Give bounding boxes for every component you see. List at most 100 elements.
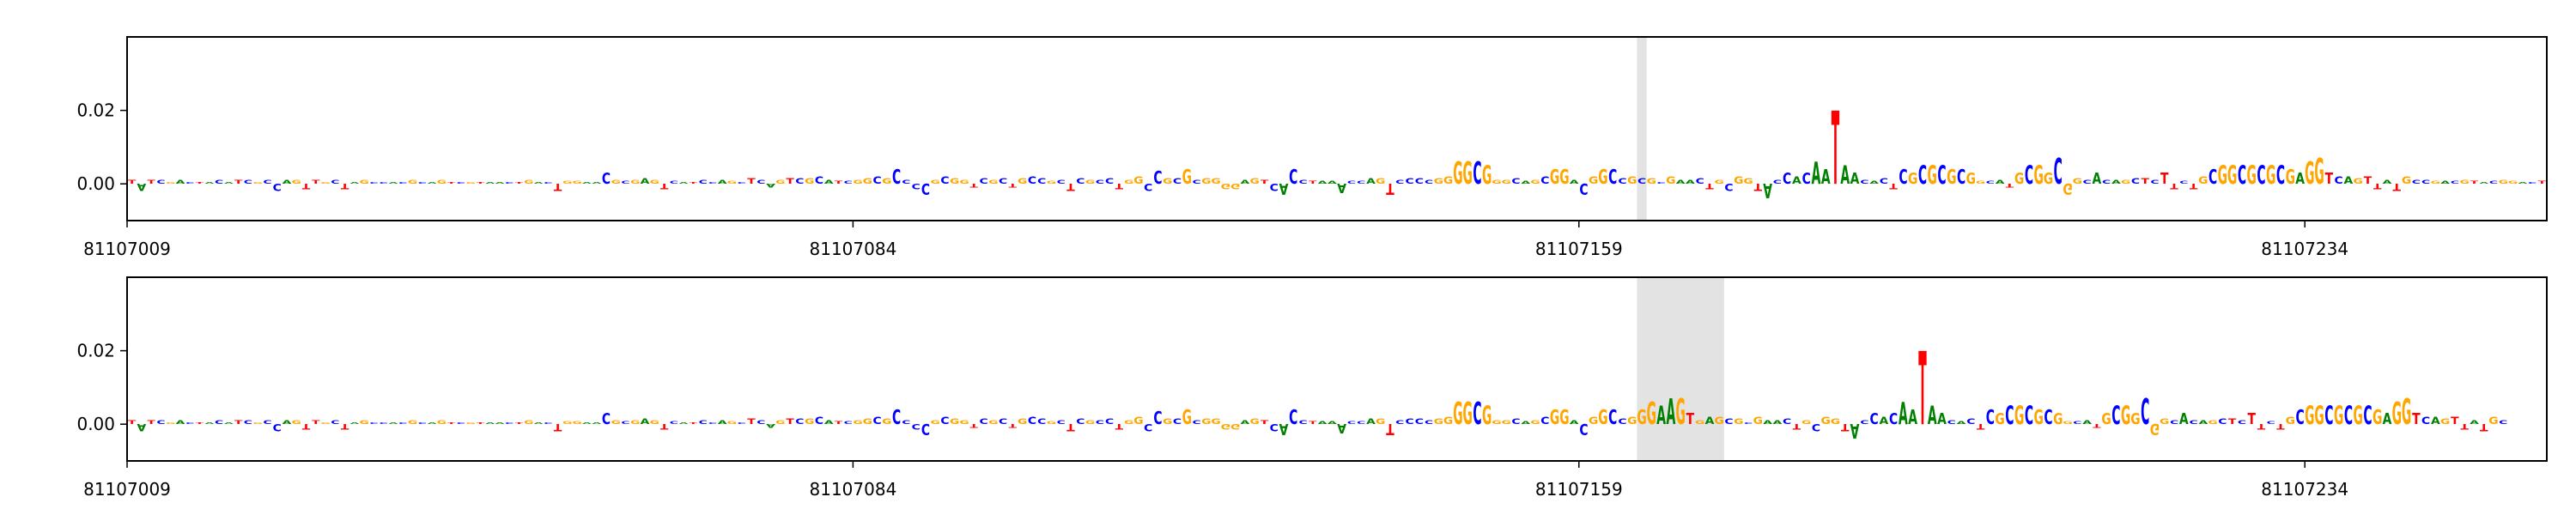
logo-letter: C [1540,415,1549,427]
logo-letter: T [477,422,485,425]
logo-letter: A [1792,175,1801,187]
logo-letter: C [1918,162,1927,191]
logo-letter: A [495,182,505,185]
logo-letter: T [312,179,320,185]
logo-letter: A [824,420,835,426]
logo-letter: T [1705,182,1714,191]
logo-letter: C [1057,179,1066,185]
logo-letter: C [1783,417,1791,427]
x-tick-label: 81107159 [1535,239,1623,259]
logo-letter: G [2053,410,2063,428]
logo-letter: G [2440,417,2450,427]
logo-letter: T [447,422,456,425]
logo-letter: A [2198,420,2208,426]
logo-letter: G [630,420,640,426]
logo-letter: C [912,422,920,432]
logo-letter: G [2227,162,2237,191]
logo-letter: G [1453,397,1462,433]
logo-letter: T [2170,182,2178,191]
logo-letter: G [727,421,737,425]
logo-letter: A [2383,179,2393,185]
logo-letter: A [1570,179,1580,185]
logo-letter: G [1627,415,1637,427]
logo-letter: G [950,417,959,427]
logo-letter: C [1357,180,1365,185]
logo-letter: G [1715,179,1724,185]
plot-frame [126,276,2548,462]
logo-letter: G [650,179,659,185]
logo-letter: T [970,423,979,429]
logo-letter: G [1995,410,2004,428]
logo-letter: G [1675,393,1685,433]
logo-letter: C [1395,420,1404,426]
logo-letter: G [572,180,581,185]
logo-letter: G [1734,417,1743,427]
logo-letter: G [1182,405,1192,429]
logo-letter: C [872,415,881,427]
logo-letter: C [2528,182,2537,185]
logo-letter: A [1279,180,1289,198]
logo-letter: T [660,182,669,191]
logo-letter: A [534,422,544,425]
logo-letter: C [1724,417,1733,427]
logo-letter: A [283,179,293,185]
logo-letter: A [1763,420,1773,426]
logo-letter: C [1096,179,1104,185]
logo-letter: A [1928,403,1937,431]
logo-letter: G [1124,179,1133,185]
logo-letter: C [815,175,823,187]
logo-letter: G [2034,405,2044,429]
logo-letter: G [1666,175,1675,187]
logo-letter: G [2034,162,2044,191]
logo-letter: G [1821,415,1831,427]
logo-letter: A [1850,419,1860,443]
logo-letter: T [234,179,243,185]
logo-letter: A [766,423,776,429]
logo-letter: G [959,420,969,426]
logo-letter: C [2335,175,2343,187]
logo-letter: A [641,417,650,427]
logo-letter: T [2247,410,2256,428]
logo-letter: C [2131,177,2140,186]
logo-letter: G [1647,397,1656,433]
logo-letter: T [196,182,204,185]
logo-letter: C [902,420,910,426]
logo-letter: T [1261,179,1269,185]
logo-letter: G [611,179,621,185]
logo-letter: G [959,179,969,185]
logo-letter: C [670,180,678,185]
logo-letter: C [1057,420,1066,426]
logo-letter: A [641,177,650,186]
logo-letter: G [988,420,998,426]
logo-letter: C [1415,417,1424,427]
logo-letter: A [2479,182,2488,185]
logo-letter: T [2190,182,2198,191]
logo-letter: T [2364,175,2372,187]
logo-letter: T [786,417,794,427]
logo-letter: C [1270,181,1279,193]
logo-letter: C [185,182,194,185]
logo-letter: A [1996,179,2006,185]
logo-letter: C [2421,415,2430,427]
logo-letter: T [835,180,844,185]
logo-letter: C [1347,180,1356,185]
logo-letter: C [1153,169,1162,189]
logo-letter: A [204,422,214,425]
logo-letter: C [1037,177,1046,186]
logo-letter: C [2189,420,2197,426]
logo-letter: C [1579,180,1588,198]
logo-letter: A [350,182,360,185]
logo-letter: C [1579,421,1588,439]
logo-letter: G [1462,397,1472,433]
logo-letter: G [2499,179,2508,185]
logo-letter: C [380,182,388,185]
logo-letter: C [1144,181,1152,193]
logo-letter: G [1831,417,1840,427]
logo-letter: C [1076,417,1084,427]
logo-letter: A [350,422,360,425]
logo-letter: C [369,182,378,185]
logo-letter: C [1540,175,1549,187]
logo-letter: G [2073,177,2082,186]
logo-letter: C [699,420,708,426]
x-tick-label: 81107234 [2261,239,2348,259]
